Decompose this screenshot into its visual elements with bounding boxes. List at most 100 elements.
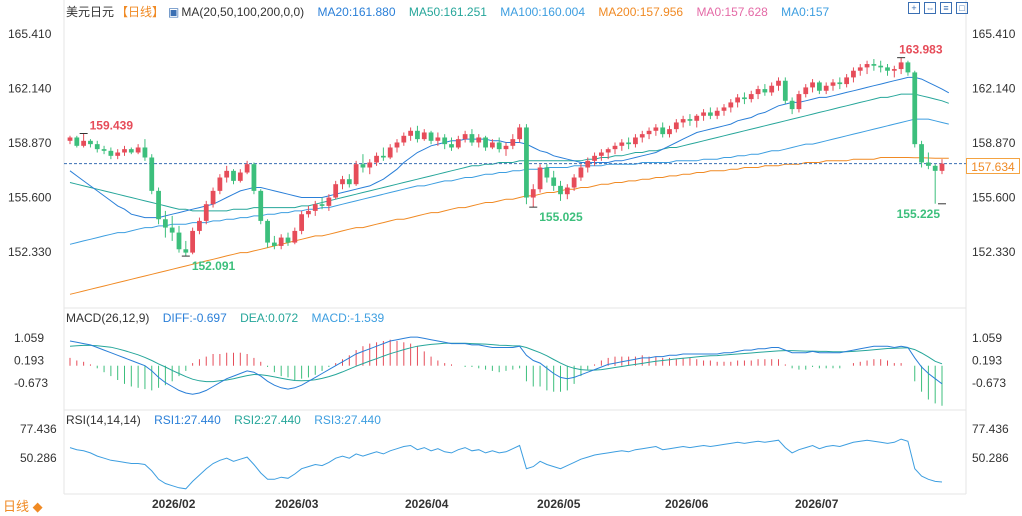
- candle-body: [244, 164, 250, 173]
- high-label: 163.983: [899, 43, 943, 57]
- price-tick-left: 152.330: [8, 245, 52, 259]
- x-axis-date-label: 2026/02: [152, 497, 196, 511]
- candle-body: [401, 135, 407, 143]
- candle-body: [271, 242, 277, 246]
- price-tick-right: 162.140: [972, 81, 1016, 95]
- period-switch[interactable]: 日线 ◆: [3, 499, 43, 514]
- candle-body: [823, 85, 829, 91]
- macd-dea-value: DEA:0.072: [240, 311, 299, 325]
- candle-body: [816, 82, 822, 91]
- candle-body: [408, 130, 414, 136]
- candle-body: [619, 142, 625, 146]
- candle-body: [285, 237, 291, 243]
- rsi1-value: RSI1:27.440: [154, 413, 221, 427]
- ma200-value: MA200:157.956: [598, 5, 684, 19]
- candle-body: [217, 177, 223, 191]
- candle-body: [108, 150, 114, 156]
- candle-body: [939, 163, 945, 171]
- candle-body: [530, 189, 536, 198]
- candle-body: [210, 190, 216, 205]
- candle-body: [701, 112, 706, 116]
- candle-body: [687, 119, 693, 121]
- candle-body: [789, 100, 795, 110]
- low-label: 155.025: [539, 210, 583, 224]
- rsi-tick-left: 77.436: [20, 422, 57, 436]
- candle-body: [353, 164, 359, 185]
- candle-body: [837, 82, 843, 85]
- candle-body: [905, 62, 911, 73]
- candle-body: [326, 197, 332, 206]
- price-tick-left: 165.410: [8, 27, 52, 41]
- candle-body: [88, 140, 93, 145]
- ma100-value: MA100:160.004: [500, 5, 586, 19]
- candle-body: [469, 134, 475, 143]
- candle-body: [442, 137, 448, 145]
- macd-tick-left: 1.059: [14, 331, 44, 345]
- candle-body: [306, 210, 311, 215]
- candle-body: [292, 230, 298, 243]
- fullscreen-icon[interactable]: □: [956, 2, 968, 14]
- price-tick-right: 165.410: [972, 27, 1016, 41]
- candle-body: [551, 177, 557, 186]
- rsi-tick-right: 50.286: [972, 451, 1009, 465]
- candle-body: [844, 77, 850, 85]
- candle-body: [489, 142, 495, 148]
- candle-body: [871, 64, 877, 66]
- ma50-line: [69, 93, 949, 212]
- candle-body: [714, 110, 720, 116]
- macd-title: MACD(26,12,9): [66, 311, 150, 325]
- high-label: 159.439: [90, 118, 134, 132]
- candle-body: [142, 147, 148, 158]
- macd-tick-left: -0.673: [14, 376, 48, 390]
- candle-body: [612, 145, 618, 150]
- candle-body: [762, 89, 768, 93]
- candle-body: [660, 127, 666, 135]
- candle-body: [578, 167, 584, 178]
- candle-body: [810, 82, 815, 88]
- candle-body: [646, 130, 652, 135]
- axis-labels: 165.410 165.410 162.140 162.140 158.870 158.8…: [8, 27, 1016, 511]
- x-axis-date-label: 2026/05: [537, 497, 581, 511]
- period-selector[interactable]: 【日线】: [116, 5, 165, 19]
- candle-body: [885, 67, 890, 71]
- candle-body: [878, 65, 884, 68]
- candle-body: [605, 149, 611, 153]
- candle-body: [728, 102, 734, 108]
- candle-body: [680, 119, 686, 123]
- candle-body: [162, 219, 168, 228]
- candle-body: [483, 137, 488, 148]
- crosshair-icon[interactable]: +: [908, 2, 920, 14]
- layout-icon[interactable]: ≡: [940, 2, 952, 14]
- ma20-value: MA20:161.880: [317, 5, 396, 19]
- candle-body: [278, 237, 284, 246]
- candle-body: [667, 129, 672, 135]
- candle-body: [633, 137, 638, 145]
- price-tick-right: 158.870: [972, 136, 1016, 150]
- candle-body: [387, 147, 393, 158]
- candle-body: [190, 230, 196, 253]
- candle-body: [435, 137, 441, 141]
- candle-body: [224, 170, 230, 178]
- candle-body: [415, 130, 420, 140]
- candle-body: [312, 204, 318, 211]
- candle-body: [449, 144, 454, 148]
- candle-body: [592, 155, 597, 161]
- candle-body: [81, 140, 87, 146]
- candle-body: [742, 97, 747, 100]
- candle-body: [67, 137, 73, 141]
- zoom-icon[interactable]: ⇔: [924, 2, 936, 14]
- candle-body: [769, 85, 775, 93]
- candle-body: [367, 162, 373, 168]
- candle-body: [585, 160, 591, 168]
- x-axis-date-label: 2026/04: [405, 497, 449, 511]
- candle-body: [374, 155, 379, 163]
- ma-settings-icon[interactable]: ▣: [168, 5, 180, 19]
- candle-body: [898, 62, 904, 70]
- price-tick-right: 152.330: [972, 245, 1016, 259]
- symbol-label: 美元日元: [66, 5, 115, 19]
- candle-body: [380, 155, 386, 158]
- candle-body: [558, 185, 563, 195]
- candle-body: [912, 72, 918, 145]
